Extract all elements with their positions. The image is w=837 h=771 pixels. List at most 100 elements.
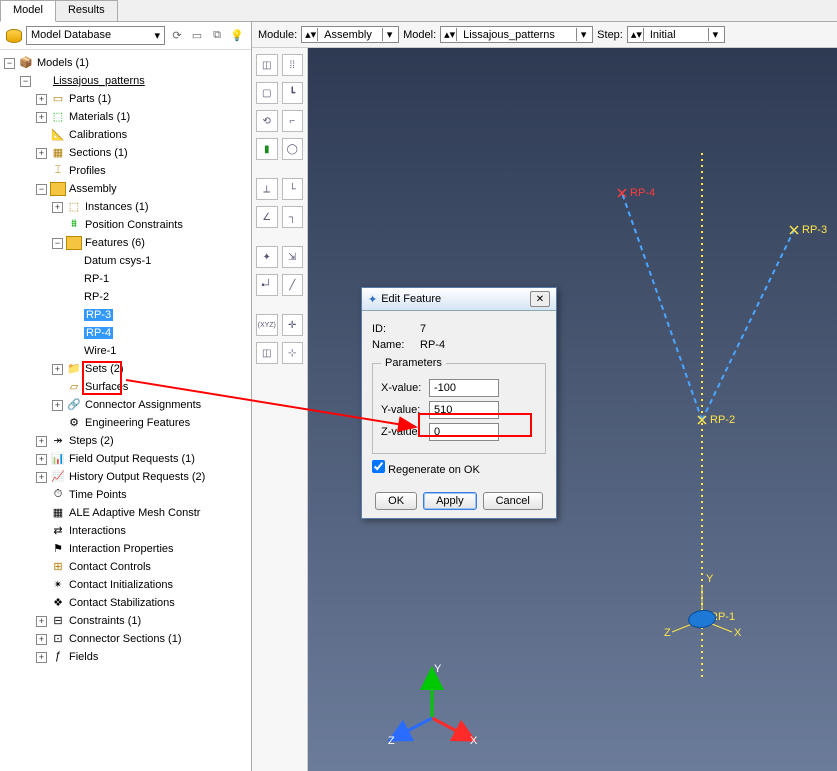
step-up-down-icon[interactable]: ▴▾ <box>630 28 644 41</box>
x-value-input[interactable] <box>429 379 499 397</box>
dropdown-icon[interactable]: ▾ <box>708 28 722 41</box>
tool-linear-pattern-icon[interactable]: ⁞⁞ <box>282 54 304 76</box>
tool-corner-icon[interactable]: └ <box>282 178 304 200</box>
svg-text:Z: Z <box>664 627 671 639</box>
step-up-down-icon[interactable]: ▴▾ <box>304 28 318 41</box>
tree-contact-ctrl[interactable]: Contact Controls <box>69 561 151 573</box>
toolbar-icon-1[interactable]: ⟳ <box>169 28 185 44</box>
lightbulb-icon[interactable]: 💡 <box>229 28 245 44</box>
tree-profiles[interactable]: Profiles <box>69 165 106 177</box>
name-value: RP-4 <box>420 339 445 351</box>
tree-hist-out[interactable]: History Output Requests (2) <box>69 471 205 483</box>
tree-rp3[interactable]: RP-3 <box>84 309 113 321</box>
step-combo[interactable]: ▴▾ Initial ▾ <box>627 26 725 43</box>
tool-corner2-icon[interactable]: ┐ <box>282 206 304 228</box>
dialog-titlebar[interactable]: ✦ Edit Feature ✕ <box>362 288 556 311</box>
tree-instances[interactable]: Instances (1) <box>85 201 149 213</box>
tool-xyz-icon[interactable]: (XYZ) <box>256 314 278 336</box>
tool-plane-icon[interactable]: ◫ <box>256 342 278 364</box>
tool-measure-icon[interactable]: ⟂ <box>256 178 278 200</box>
tree-calibrations[interactable]: Calibrations <box>69 129 127 141</box>
tree-contact-init[interactable]: Contact Initializations <box>69 579 173 591</box>
tree-sets[interactable]: Sets (2) <box>85 363 124 375</box>
regenerate-checkbox[interactable] <box>372 460 385 473</box>
ok-button[interactable]: OK <box>375 492 417 510</box>
module-label: Module: <box>258 29 297 41</box>
tree-rp4[interactable]: RP-4 <box>84 327 113 339</box>
tree-contact-stab[interactable]: Contact Stabilizations <box>69 597 175 609</box>
tree-conn-assign[interactable]: Connector Assignments <box>85 399 201 411</box>
toolbar-icon-3[interactable]: ⧉ <box>209 28 225 44</box>
tree-wire1[interactable]: Wire-1 <box>84 345 116 357</box>
tree-models[interactable]: Models (1) <box>37 57 89 69</box>
model-db-dropdown[interactable]: Model Database ▾ <box>26 26 165 45</box>
close-button[interactable]: ✕ <box>530 291 550 307</box>
model-tree: −📦Models (1) −Lissajous_patterns +▭Parts… <box>0 50 251 771</box>
tool-rotate-icon[interactable]: ⟲ <box>256 110 278 132</box>
tool-csys-icon[interactable]: ✛ <box>282 314 304 336</box>
tool-line-icon[interactable]: ╱ <box>282 274 304 296</box>
tool-translate-icon[interactable]: ▮ <box>256 138 278 160</box>
tree-rp1[interactable]: RP-1 <box>84 273 109 285</box>
tree-ale[interactable]: ALE Adaptive Mesh Constr <box>69 507 200 519</box>
svg-text:RP-3: RP-3 <box>802 224 827 236</box>
y-label: Y-value: <box>381 404 429 416</box>
y-value-input[interactable] <box>429 401 499 419</box>
tree-sections[interactable]: Sections (1) <box>69 147 128 159</box>
tool-circle-icon[interactable]: ◯ <box>282 138 304 160</box>
tree-interactions[interactable]: Interactions <box>69 525 126 537</box>
step-value: Initial <box>646 29 706 41</box>
module-value: Assembly <box>320 29 380 41</box>
tree-inter-props[interactable]: Interaction Properties <box>69 543 174 555</box>
apply-button[interactable]: Apply <box>423 492 477 510</box>
tool-ortho-icon[interactable]: ⌐ <box>282 110 304 132</box>
model-value: Lissajous_patterns <box>459 29 574 41</box>
svg-text:X: X <box>470 735 478 747</box>
tree-fields[interactable]: Fields <box>69 651 98 663</box>
tool-instance-icon[interactable]: ◫ <box>256 54 278 76</box>
tree-constraints[interactable]: Constraints (1) <box>69 615 141 627</box>
cancel-button[interactable]: Cancel <box>483 492 543 510</box>
tree-parts[interactable]: Parts (1) <box>69 93 111 105</box>
dialog-icon: ✦ <box>368 293 377 306</box>
tree-field-out[interactable]: Field Output Requests (1) <box>69 453 195 465</box>
tool-axis-icon[interactable]: ⊹ <box>282 342 304 364</box>
tree-conn-sect[interactable]: Connector Sections (1) <box>69 633 182 645</box>
module-tabs: Model Results <box>0 0 837 22</box>
tree-features[interactable]: Features (6) <box>85 237 145 249</box>
name-label: Name: <box>372 339 420 351</box>
tab-results[interactable]: Results <box>55 0 118 21</box>
assembly-toolbox: ◫⁞⁞ ▢┗ ⟲⌐ ▮◯ ⟂└ ∠┐ ✦⇲ ▪┘╱ (XYZ)✛ ◫⊹ <box>252 48 308 771</box>
dropdown-icon[interactable]: ▾ <box>576 28 590 41</box>
tool-angle-icon[interactable]: ∠ <box>256 206 278 228</box>
module-combo[interactable]: ▴▾ Assembly ▾ <box>301 26 399 43</box>
tree-steps[interactable]: Steps (2) <box>69 435 114 447</box>
dropdown-icon[interactable]: ▾ <box>382 28 396 41</box>
step-up-down-icon[interactable]: ▴▾ <box>443 28 457 41</box>
z-value-input[interactable] <box>429 423 499 441</box>
svg-text:RP-4: RP-4 <box>630 187 655 199</box>
tab-model[interactable]: Model <box>0 0 56 22</box>
id-value: 7 <box>420 323 426 335</box>
context-bar: Module: ▴▾ Assembly ▾ Model: ▴▾ Lissajou… <box>252 22 837 48</box>
tree-rp2[interactable]: RP-2 <box>84 291 109 303</box>
model-db-header: Model Database ▾ ⟳ ▭ ⧉ 💡 <box>0 22 251 50</box>
tool-arrow-box-icon[interactable]: ⇲ <box>282 246 304 268</box>
tool-dashed-l-icon[interactable]: ┗ <box>282 82 304 104</box>
tree-datum[interactable]: Datum csys-1 <box>84 255 151 267</box>
tree-time-pts[interactable]: Time Points <box>69 489 127 501</box>
model-combo[interactable]: ▴▾ Lissajous_patterns ▾ <box>440 26 593 43</box>
toolbar-icon-2[interactable]: ▭ <box>189 28 205 44</box>
tool-dot-box-icon[interactable]: ▪┘ <box>256 274 278 296</box>
tool-cross-icon[interactable]: ✦ <box>256 246 278 268</box>
tool-dashed-box-icon[interactable]: ▢ <box>256 82 278 104</box>
dialog-title: Edit Feature <box>381 293 441 305</box>
tree-pos-constraints[interactable]: Position Constraints <box>85 219 183 231</box>
regenerate-checkbox-label[interactable]: Regenerate on OK <box>372 460 480 476</box>
parameters-label: Parameters <box>381 357 446 369</box>
tree-surfaces[interactable]: Surfaces <box>85 381 128 393</box>
tree-assembly[interactable]: Assembly <box>69 183 117 195</box>
tree-model-name[interactable]: Lissajous_patterns <box>53 75 145 87</box>
tree-materials[interactable]: Materials (1) <box>69 111 130 123</box>
tree-eng-feat[interactable]: Engineering Features <box>85 417 190 429</box>
